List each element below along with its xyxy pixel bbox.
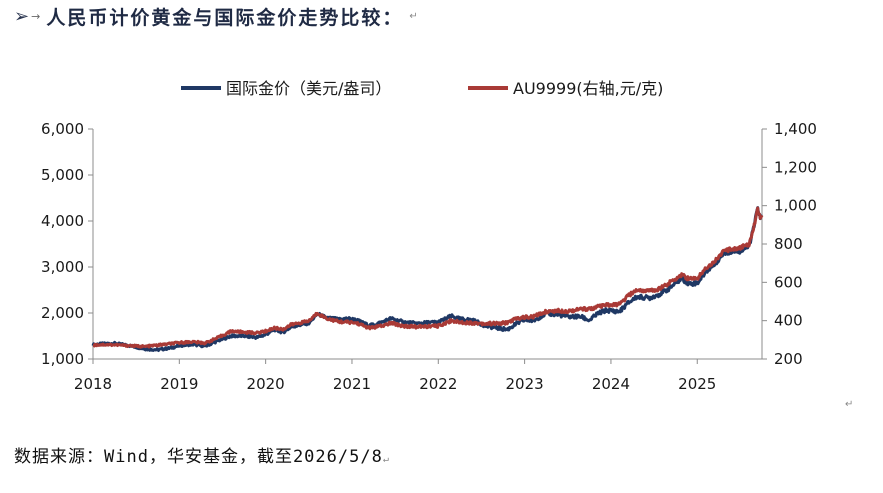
gold-price-chart: 国际金价（美元/盎司） AU9999(右轴,元/克) 1,000 2,000 3,00… <box>41 79 817 393</box>
right-tick-label: 1,400 <box>774 120 817 138</box>
legend-label-1: 国际金价（美元/盎司） <box>226 79 391 98</box>
right-tick-label: 1,000 <box>774 197 817 215</box>
x-tick-label: 2023 <box>506 375 544 393</box>
right-tick-label: 800 <box>774 235 803 253</box>
bullet-arrow-icon: ➢ <box>14 5 30 27</box>
right-tick-label: 400 <box>774 312 803 330</box>
x-tick-label: 2019 <box>160 375 198 393</box>
x-tick-label: 2024 <box>592 375 630 393</box>
legend-label-2: AU9999(右轴,元/克) <box>513 79 663 98</box>
left-tick-label: 5,000 <box>41 166 84 184</box>
left-tick-label: 6,000 <box>41 120 84 138</box>
right-tick-label: 1,200 <box>774 158 817 176</box>
left-tick-label: 2,000 <box>41 304 84 322</box>
data-source-note: 数据来源：Wind，华安基金，截至2026/5/8↵ <box>14 442 390 467</box>
x-tick-label: 2025 <box>678 375 716 393</box>
paragraph-mark: ↵ <box>382 454 390 465</box>
left-tick-label: 1,000 <box>41 350 84 368</box>
tab-arrow-mark: → <box>31 9 41 23</box>
x-tick-label: 2018 <box>74 375 112 393</box>
x-tick-label: 2022 <box>419 375 457 393</box>
section-header: ➢ → 人民币计价黄金与国际金价走势比较： ↵ <box>14 2 418 30</box>
right-tick-label: 600 <box>774 273 803 291</box>
paragraph-mark: ↵ <box>409 10 418 22</box>
series-line-2 <box>92 206 764 349</box>
chart-heading: 人民币计价黄金与国际金价走势比较： <box>46 6 404 29</box>
chart-plot-area <box>91 206 764 352</box>
left-tick-label: 3,000 <box>41 258 84 276</box>
chart-legend: 国际金价（美元/盎司） AU9999(右轴,元/克) <box>181 79 663 98</box>
x-tick-label: 2020 <box>247 375 285 393</box>
left-tick-label: 4,000 <box>41 212 84 230</box>
x-tick-label: 2021 <box>333 375 371 393</box>
paragraph-mark: ↵ <box>845 399 854 410</box>
right-tick-label: 200 <box>774 350 803 368</box>
chart-axes: 1,000 2,000 3,000 4,000 5,000 6,000 200 400 600 8… <box>41 120 817 393</box>
data-source-text: 数据来源：Wind，华安基金，截至2026/5/8 <box>14 447 383 467</box>
